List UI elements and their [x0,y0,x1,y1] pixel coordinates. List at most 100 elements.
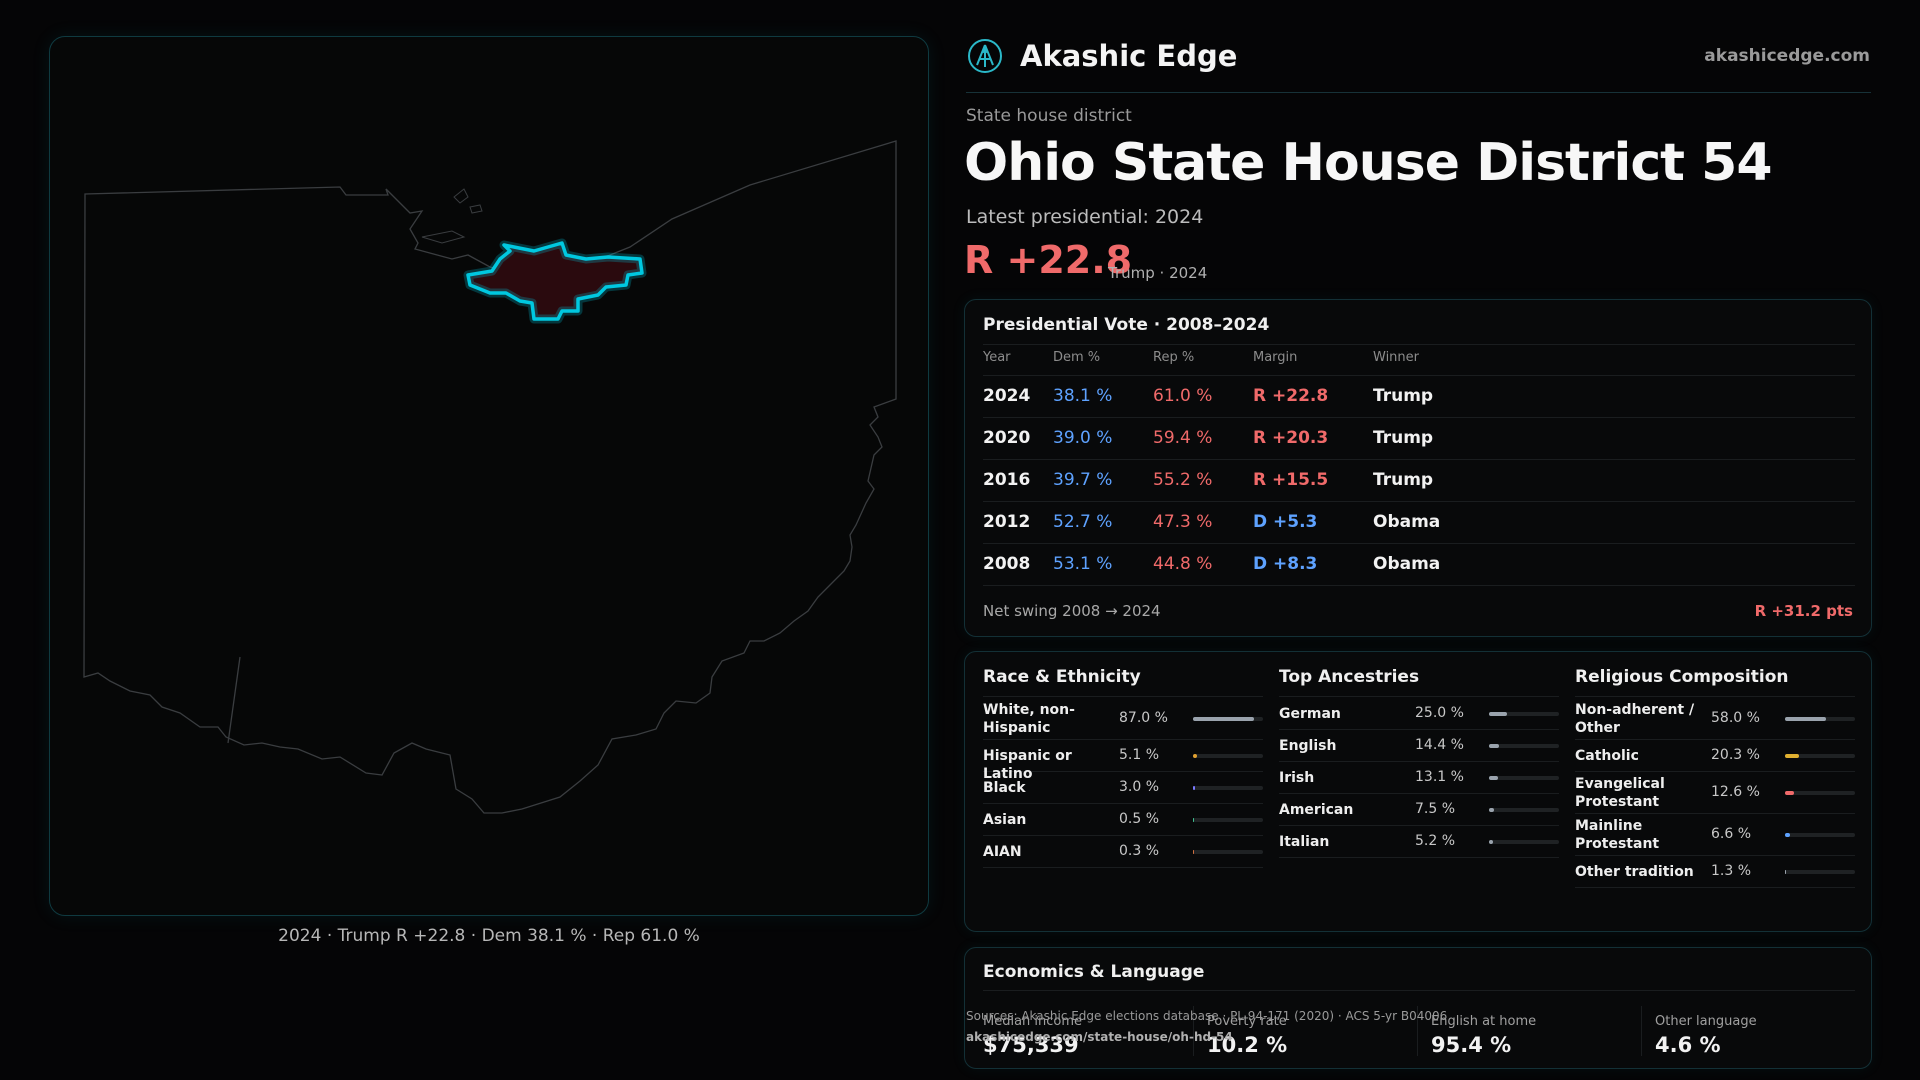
stat-divider [1641,1006,1642,1056]
list-item: Irish 13.1 % [1279,762,1559,794]
list-item: Catholic 20.3 % [1575,740,1855,772]
list-item: English 14.4 % [1279,730,1559,762]
item-bar-fill [1785,754,1800,758]
winner-cell: Trump [1373,428,1434,448]
dem-pct-cell: 52.7 % [1053,512,1113,532]
stat-divider [1193,1006,1194,1056]
year-cell: 2012 [983,512,1031,532]
list-item: Other tradition 1.3 % [1575,856,1855,888]
header-divider [966,92,1871,93]
item-value: 13.1 % [1415,769,1464,785]
econ-stat-value: 95.4 % [1431,1033,1512,1057]
item-label: White, non-Hispanic [983,702,1075,736]
item-bar-fill [1489,808,1495,812]
item-bar-fill [1489,744,1500,748]
winner-cell: Trump [1373,386,1434,406]
item-bar-fill [1785,791,1794,795]
dem-pct-cell: 53.1 % [1053,554,1113,574]
item-bar [1489,712,1559,716]
margin-cell: D +8.3 [1253,554,1318,574]
item-value: 0.5 % [1119,811,1160,827]
item-bar-fill [1193,850,1195,854]
item-value: 58.0 % [1711,710,1760,726]
econ-stat-label: English at home [1431,1014,1537,1029]
item-bar-fill [1193,818,1195,822]
col-header-year: Year [983,350,1011,365]
margin-cell: D +5.3 [1253,512,1318,532]
rep-pct-cell: 44.8 % [1153,554,1213,574]
item-value: 3.0 % [1119,779,1160,795]
col-header-margin: Margin [1253,350,1298,365]
item-bar-fill [1785,833,1790,837]
dem-pct-cell: 39.0 % [1053,428,1113,448]
table-row[interactable]: 2012 52.7 % 47.3 % D +5.3 Obama [983,502,1855,544]
col-header-dem: Dem % [1053,350,1101,365]
item-label: Mainline Protestant [1575,818,1660,852]
item-value: 5.2 % [1415,833,1456,849]
brand[interactable]: Akashic Edge [966,36,1237,76]
headline-margin-sub: Trump · 2024 [1108,264,1208,282]
source-line: Sources: Akashic Edge elections database… [966,1009,1448,1023]
col-header-rep: Rep % [1153,350,1195,365]
item-label: Italian [1279,834,1330,850]
dem-pct-cell: 39.7 % [1053,470,1113,490]
item-bar [1489,744,1559,748]
page-title: Ohio State House District 54 [964,133,1773,193]
item-bar-fill [1193,717,1254,721]
item-bar [1193,850,1263,854]
item-bar [1489,840,1559,844]
item-value: 0.3 % [1119,843,1160,859]
item-bar-fill [1785,870,1787,874]
headline-margin: R +22.8 [964,238,1133,282]
religion-title: Religious Composition [1575,667,1789,687]
map-caption: 2024 · Trump R +22.8 · Dem 38.1 % · Rep … [278,926,700,946]
item-bar-fill [1193,754,1197,758]
item-bar [1193,717,1263,721]
margin-cell: R +22.8 [1253,386,1329,406]
rep-pct-cell: 61.0 % [1153,386,1213,406]
item-label: German [1279,706,1341,722]
economics-card: Economics & Language Median income $75,33… [964,947,1872,1069]
winner-cell: Obama [1373,512,1441,532]
site-url-link[interactable]: akashicedge.com [1704,46,1870,66]
item-value: 7.5 % [1415,801,1456,817]
econ-stat: Other language 4.6 % [1655,1014,1757,1057]
list-item: Non-adherent / Other 58.0 % [1575,698,1855,740]
item-bar [1193,818,1263,822]
year-cell: 2020 [983,428,1031,448]
item-value: 25.0 % [1415,705,1464,721]
year-cell: 2024 [983,386,1031,406]
econ-stat-label: Poverty rate [1207,1014,1287,1029]
table-row[interactable]: 2020 39.0 % 59.4 % R +20.3 Trump [983,418,1855,460]
econ-stat-label: Median income [983,1014,1083,1029]
econ-stat-label: Other language [1655,1014,1757,1029]
table-row[interactable]: 2008 53.1 % 44.8 % D +8.3 Obama [983,544,1855,586]
item-label: AIAN [983,844,1022,860]
item-label: Catholic [1575,748,1639,764]
item-bar-fill [1489,840,1493,844]
item-bar-fill [1489,776,1499,780]
race-column: Race & Ethnicity White, non-Hispanic 87.0… [983,652,1263,933]
stat-divider [1417,1006,1418,1056]
net-swing-value: R +31.2 pts [1754,602,1853,620]
district-map-panel[interactable] [49,36,929,916]
item-bar [1193,754,1263,758]
item-value: 1.3 % [1711,863,1752,879]
econ-stat-value: $75,339 [983,1033,1079,1057]
item-bar [1489,776,1559,780]
item-value: 6.6 % [1711,826,1752,842]
list-item: Italian 5.2 % [1279,826,1559,858]
econ-stat: Median income $75,339 [983,1014,1082,1057]
list-item: German 25.0 % [1279,698,1559,730]
source-url[interactable]: akashicedge.com/state-house/oh-hd-54 [966,1030,1233,1044]
winner-cell: Trump [1373,470,1434,490]
winner-cell: Obama [1373,554,1441,574]
item-bar [1785,754,1855,758]
district-54-shape [466,241,644,321]
col-header-winner: Winner [1373,350,1420,365]
item-bar [1193,786,1263,790]
table-row[interactable]: 2016 39.7 % 55.2 % R +15.5 Trump [983,460,1855,502]
table-row[interactable]: 2024 38.1 % 61.0 % R +22.8 Trump [983,376,1855,418]
list-item: Asian 0.5 % [983,804,1263,836]
margin-cell: R +20.3 [1253,428,1329,448]
